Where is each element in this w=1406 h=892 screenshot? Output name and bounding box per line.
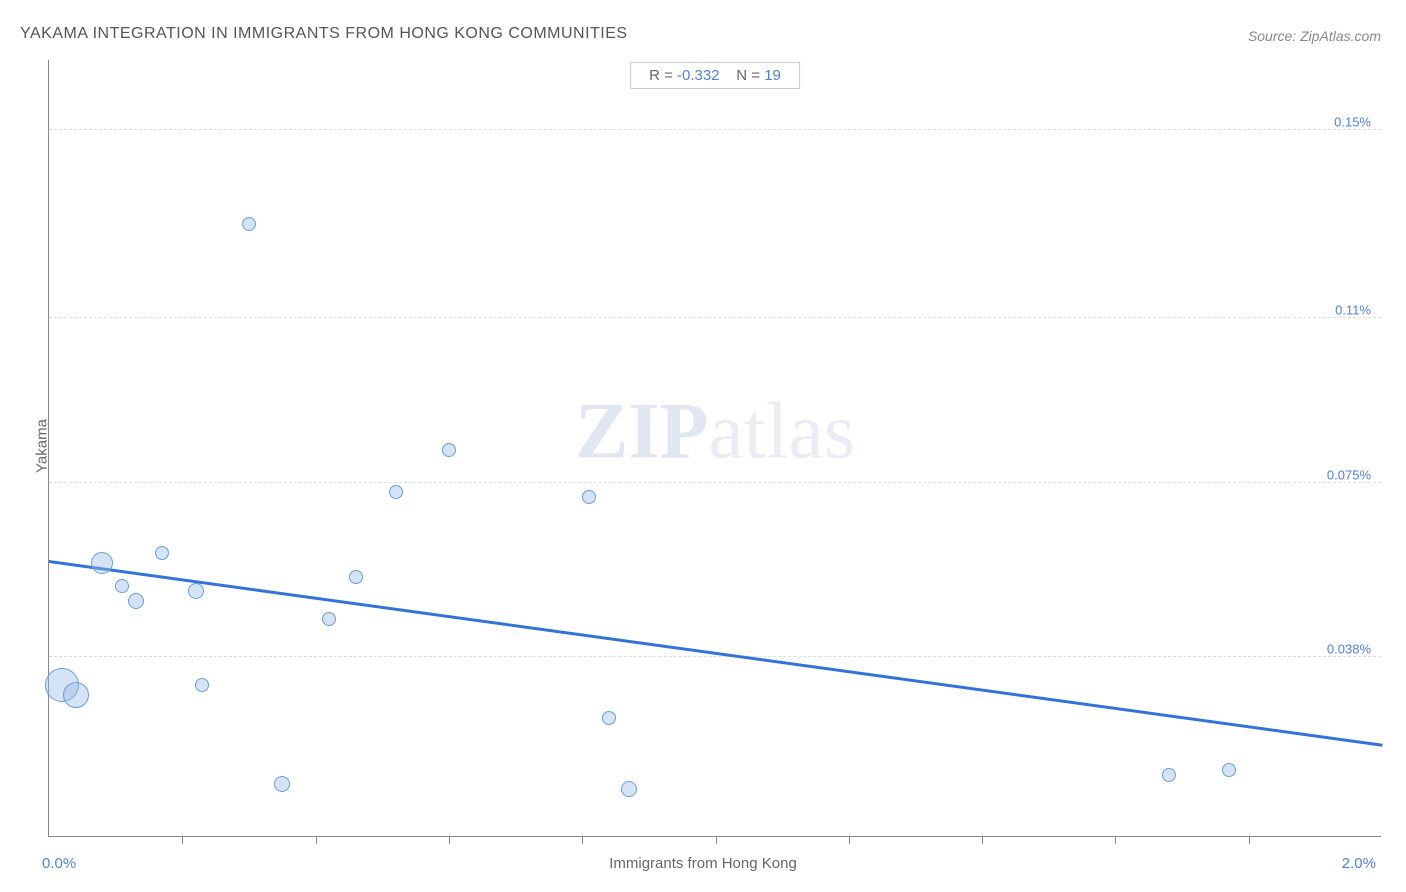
x-axis-title: Immigrants from Hong Kong: [609, 855, 797, 872]
x-tick: [582, 836, 583, 844]
chart-container: YAKAMA INTEGRATION IN IMMIGRANTS FROM HO…: [0, 0, 1406, 892]
stat-n-label: N =: [736, 67, 760, 84]
gridline: [49, 317, 1381, 318]
data-point[interactable]: [188, 583, 204, 599]
stats-box: R = -0.332 N = 19: [630, 62, 800, 89]
source-attribution: Source: ZipAtlas.com: [1248, 28, 1381, 44]
y-tick-label: 0.038%: [1327, 642, 1371, 657]
y-tick-label: 0.11%: [1335, 303, 1371, 318]
data-point[interactable]: [621, 781, 637, 797]
data-point[interactable]: [602, 711, 616, 725]
y-tick-label: 0.15%: [1334, 114, 1371, 129]
data-point[interactable]: [582, 490, 596, 504]
data-point[interactable]: [389, 485, 403, 499]
data-point[interactable]: [322, 612, 336, 626]
x-tick: [1249, 836, 1250, 844]
x-tick: [182, 836, 183, 844]
gridline: [49, 482, 1381, 483]
data-point[interactable]: [1222, 763, 1236, 777]
data-point[interactable]: [155, 546, 169, 560]
data-point[interactable]: [63, 682, 89, 708]
data-point[interactable]: [1162, 768, 1176, 782]
data-point[interactable]: [349, 570, 363, 584]
data-point[interactable]: [195, 678, 209, 692]
watermark-bold: ZIP: [575, 388, 708, 476]
plot-area: ZIPatlas R = -0.332 N = 19 0.038% 0.075% 0…: [48, 60, 1381, 837]
data-point[interactable]: [115, 579, 129, 593]
gridline: [49, 656, 1381, 657]
data-point[interactable]: [128, 593, 144, 609]
watermark-light: atlas: [708, 388, 855, 476]
x-tick: [1115, 836, 1116, 844]
chart-title: YAKAMA INTEGRATION IN IMMIGRANTS FROM HO…: [20, 25, 628, 43]
x-axis-max-label: 2.0%: [1342, 855, 1376, 872]
x-tick: [449, 836, 450, 844]
x-tick: [716, 836, 717, 844]
data-point[interactable]: [274, 776, 290, 792]
data-point[interactable]: [242, 217, 256, 231]
watermark: ZIPatlas: [575, 387, 855, 478]
stat-r-value: -0.332: [677, 67, 720, 84]
y-tick-label: 0.075%: [1327, 467, 1371, 482]
x-axis-min-label: 0.0%: [42, 855, 76, 872]
data-point[interactable]: [442, 443, 456, 457]
stat-n-value: 19: [764, 67, 781, 84]
x-tick: [316, 836, 317, 844]
x-tick: [982, 836, 983, 844]
trendline: [49, 560, 1382, 746]
gridline: [49, 129, 1381, 130]
x-tick: [849, 836, 850, 844]
stat-r-label: R =: [649, 67, 673, 84]
data-point[interactable]: [91, 552, 113, 574]
